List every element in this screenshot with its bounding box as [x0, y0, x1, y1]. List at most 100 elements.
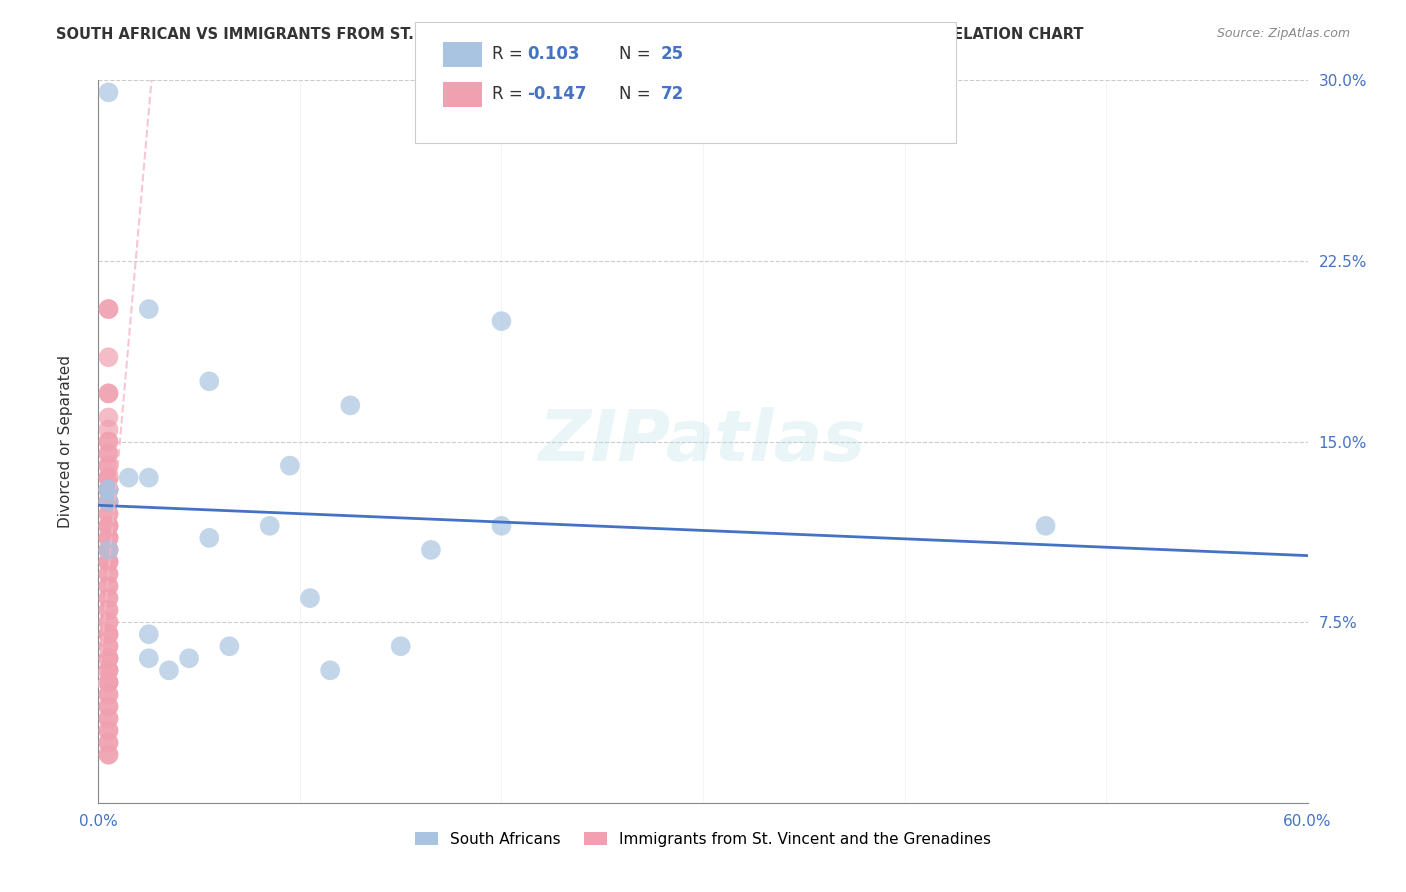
Point [97, 675, 120, 690]
Text: ZIPatlas: ZIPatlas [540, 407, 866, 476]
Point [97, 518, 120, 533]
Point [97, 735, 120, 749]
Point [97, 675, 120, 690]
Point [97, 494, 120, 508]
Point [97, 494, 120, 508]
Point [97, 542, 120, 557]
Y-axis label: Divorced or Separated: Divorced or Separated [59, 355, 73, 528]
Point [97, 579, 120, 593]
Point [97, 712, 120, 726]
Point [97, 639, 120, 653]
Point [97, 567, 120, 582]
Point [97, 518, 120, 533]
Point [218, 639, 240, 653]
Point [97, 434, 120, 449]
Point [97, 518, 120, 533]
Point [97, 531, 120, 545]
Point [97, 301, 120, 317]
Point [97, 85, 120, 99]
Point [97, 687, 120, 701]
Text: R =: R = [492, 45, 529, 62]
Point [97, 507, 120, 521]
Point [97, 301, 120, 317]
Point [97, 410, 120, 425]
Point [97, 664, 120, 678]
Point [97, 483, 120, 497]
Point [339, 398, 361, 412]
Point [97, 664, 120, 678]
Point [97, 470, 120, 484]
Point [420, 542, 443, 557]
Point [97, 639, 120, 653]
Text: N =: N = [619, 45, 655, 62]
Point [97, 664, 120, 678]
Point [97, 446, 120, 460]
Point [97, 735, 120, 749]
Point [97, 531, 120, 545]
Point [491, 314, 513, 328]
Text: -0.147: -0.147 [527, 85, 586, 103]
Point [97, 627, 120, 641]
Point [97, 615, 120, 630]
Point [138, 470, 160, 484]
Point [97, 458, 120, 473]
Point [97, 747, 120, 762]
Point [97, 494, 120, 508]
Point [97, 422, 120, 436]
Point [97, 483, 120, 497]
Point [198, 374, 221, 388]
Point [97, 627, 120, 641]
Point [97, 555, 120, 569]
Legend: South Africans, Immigrants from St. Vincent and the Grenadines: South Africans, Immigrants from St. Vinc… [409, 826, 997, 853]
Point [97, 386, 120, 401]
Point [97, 591, 120, 605]
Point [97, 542, 120, 557]
Point [97, 567, 120, 582]
Point [97, 687, 120, 701]
Point [97, 483, 120, 497]
Point [97, 434, 120, 449]
Point [97, 555, 120, 569]
Text: SOUTH AFRICAN VS IMMIGRANTS FROM ST. VINCENT AND THE GRENADINES DIVORCED OR SEPA: SOUTH AFRICAN VS IMMIGRANTS FROM ST. VIN… [56, 27, 1084, 42]
Point [97, 542, 120, 557]
Point [97, 747, 120, 762]
Point [278, 458, 301, 473]
Point [97, 615, 120, 630]
Point [389, 639, 412, 653]
Text: 0.103: 0.103 [527, 45, 579, 62]
Point [97, 723, 120, 738]
Text: 72: 72 [661, 85, 685, 103]
Point [97, 531, 120, 545]
Point [97, 470, 120, 484]
Point [97, 579, 120, 593]
Text: R =: R = [492, 85, 529, 103]
Point [97, 555, 120, 569]
Point [97, 386, 120, 401]
Text: N =: N = [619, 85, 655, 103]
Point [97, 458, 120, 473]
Point [138, 627, 160, 641]
Point [491, 518, 513, 533]
Point [97, 699, 120, 714]
Point [198, 531, 221, 545]
Point [157, 664, 180, 678]
Point [97, 603, 120, 617]
Point [259, 518, 281, 533]
Point [97, 542, 120, 557]
Point [97, 446, 120, 460]
Point [97, 494, 120, 508]
Point [97, 699, 120, 714]
Text: 25: 25 [661, 45, 683, 62]
Point [1035, 518, 1057, 533]
Point [138, 651, 160, 665]
Point [179, 651, 201, 665]
Point [97, 507, 120, 521]
Point [97, 603, 120, 617]
Point [97, 723, 120, 738]
Point [97, 627, 120, 641]
Point [97, 675, 120, 690]
Point [97, 651, 120, 665]
Point [118, 470, 141, 484]
Point [97, 591, 120, 605]
Point [97, 651, 120, 665]
